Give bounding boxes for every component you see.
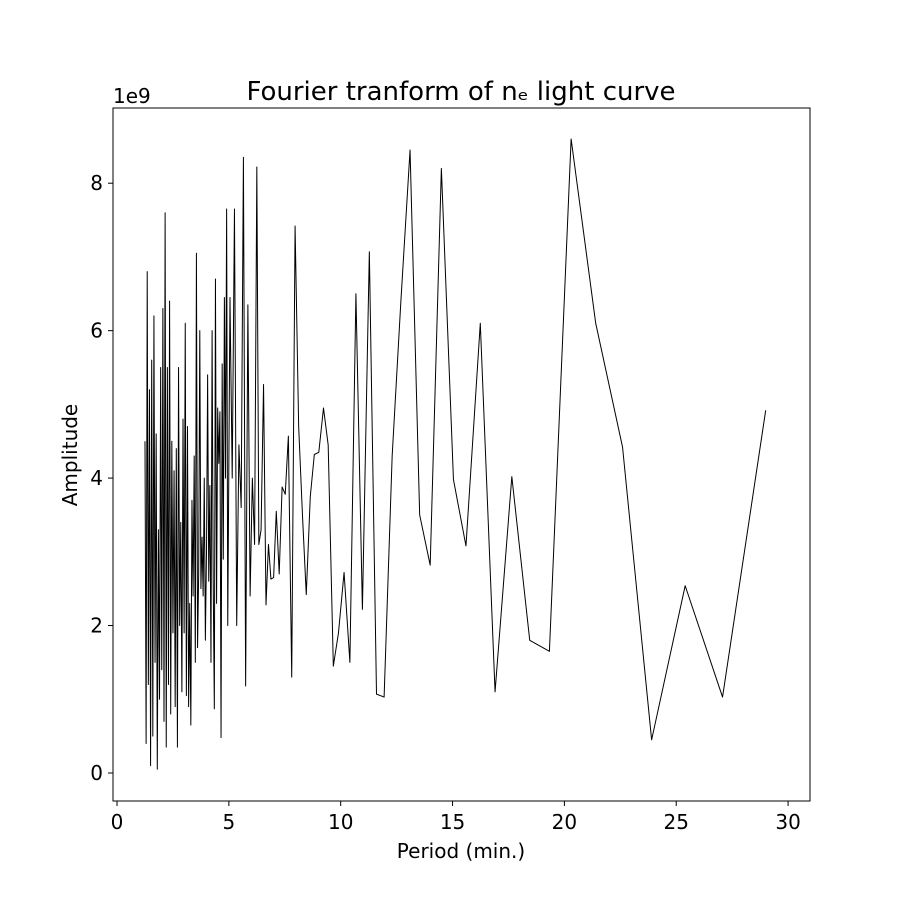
y-offset-label: 1e9 [113,84,151,108]
x-tick-label: 20 [552,810,577,834]
x-tick-label: 25 [664,810,689,834]
line [144,138,767,770]
chart-title: Fourier tranform of nₑ light curve [246,77,675,107]
y-axis-label: Amplitude [58,404,82,507]
x-axis-label: Period (min.) [397,839,525,863]
y-tick-label: 8 [90,171,103,195]
x-tick-label: 10 [328,810,353,834]
y-tick-label: 0 [90,761,103,785]
plot-frame [112,107,811,802]
y-tick-label: 6 [90,319,103,343]
x-tick-label: 15 [440,810,465,834]
y-tick-label: 4 [90,466,103,490]
x-tick-label: 0 [111,810,124,834]
x-tick-label: 30 [775,810,800,834]
y-tick-label: 2 [90,614,103,638]
x-tick-label: 5 [223,810,236,834]
